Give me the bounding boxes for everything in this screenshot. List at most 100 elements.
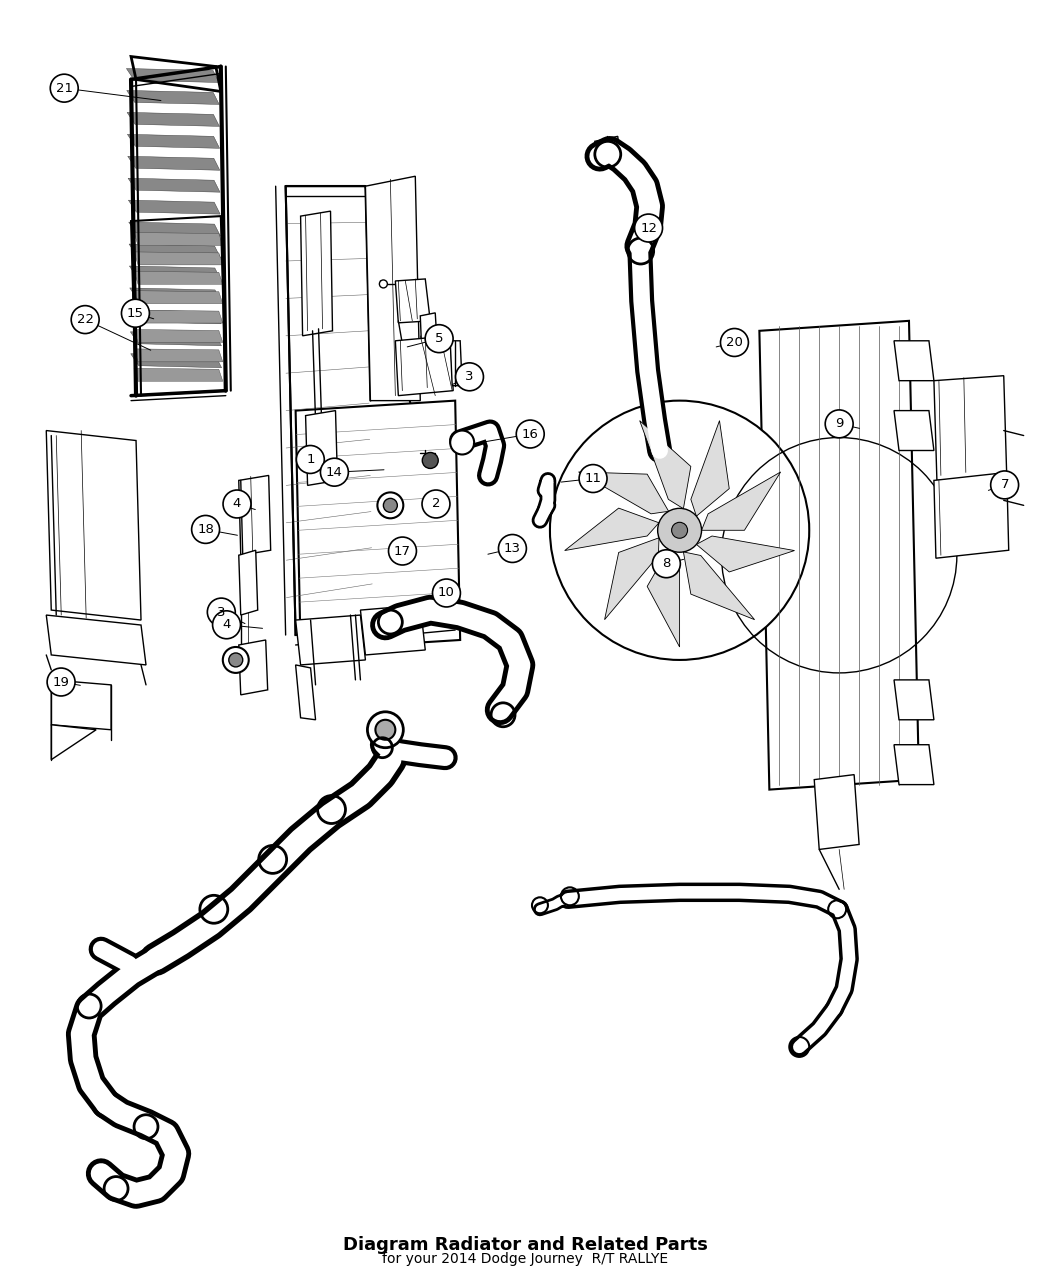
Circle shape: [657, 509, 701, 552]
Text: 22: 22: [77, 314, 93, 326]
Text: 7: 7: [1001, 478, 1009, 491]
Polygon shape: [420, 312, 438, 363]
Polygon shape: [296, 666, 316, 720]
Polygon shape: [51, 680, 111, 729]
Text: 3: 3: [465, 370, 474, 384]
Polygon shape: [134, 368, 223, 381]
Circle shape: [379, 280, 387, 288]
Polygon shape: [130, 332, 222, 346]
Polygon shape: [296, 400, 460, 650]
Polygon shape: [127, 112, 219, 126]
Polygon shape: [894, 411, 933, 450]
Circle shape: [377, 492, 403, 519]
Circle shape: [433, 579, 460, 607]
Text: Diagram Radiator and Related Parts: Diagram Radiator and Related Parts: [342, 1237, 708, 1255]
Text: 17: 17: [394, 544, 411, 557]
Polygon shape: [300, 212, 333, 335]
Circle shape: [425, 325, 454, 353]
Circle shape: [388, 537, 417, 565]
Circle shape: [207, 598, 235, 626]
Circle shape: [433, 607, 442, 617]
Circle shape: [376, 720, 396, 739]
Polygon shape: [51, 724, 97, 760]
Polygon shape: [894, 680, 933, 720]
Polygon shape: [647, 550, 679, 646]
Polygon shape: [238, 476, 271, 555]
Text: 8: 8: [663, 557, 671, 570]
Text: 1: 1: [306, 453, 315, 465]
Circle shape: [990, 470, 1018, 499]
Polygon shape: [134, 310, 223, 323]
Circle shape: [499, 534, 526, 562]
Text: 15: 15: [127, 307, 144, 320]
Polygon shape: [134, 232, 223, 246]
Text: 3: 3: [217, 606, 226, 618]
Polygon shape: [46, 431, 141, 620]
Circle shape: [223, 490, 251, 518]
Circle shape: [580, 464, 607, 492]
Circle shape: [192, 515, 219, 543]
Polygon shape: [130, 353, 222, 367]
Polygon shape: [238, 640, 268, 695]
Polygon shape: [594, 136, 620, 161]
Polygon shape: [565, 509, 659, 551]
Text: 5: 5: [435, 333, 443, 346]
Text: 14: 14: [326, 465, 343, 478]
Polygon shape: [130, 310, 222, 324]
Polygon shape: [128, 200, 220, 214]
Polygon shape: [639, 421, 691, 509]
Text: 20: 20: [726, 337, 743, 349]
Text: 4: 4: [233, 497, 242, 510]
Circle shape: [212, 611, 240, 639]
Polygon shape: [759, 321, 919, 789]
Text: 2: 2: [432, 497, 440, 510]
Polygon shape: [696, 536, 795, 572]
Circle shape: [50, 74, 78, 102]
Text: 11: 11: [585, 472, 602, 484]
Polygon shape: [814, 775, 859, 849]
Circle shape: [672, 523, 688, 538]
Text: 21: 21: [56, 82, 72, 94]
Text: 18: 18: [197, 523, 214, 536]
Circle shape: [368, 711, 403, 747]
Circle shape: [223, 646, 249, 673]
Circle shape: [229, 653, 243, 667]
Polygon shape: [933, 376, 1007, 481]
Polygon shape: [126, 69, 219, 83]
Polygon shape: [130, 288, 220, 302]
Polygon shape: [605, 538, 659, 620]
Polygon shape: [238, 551, 257, 615]
Circle shape: [122, 300, 149, 328]
Circle shape: [456, 363, 483, 390]
Circle shape: [450, 431, 475, 454]
Polygon shape: [46, 615, 146, 666]
Text: 9: 9: [835, 417, 843, 431]
Polygon shape: [129, 266, 220, 280]
Circle shape: [517, 419, 544, 448]
Polygon shape: [450, 340, 462, 385]
Circle shape: [422, 490, 450, 518]
Circle shape: [652, 550, 680, 578]
Circle shape: [634, 214, 663, 242]
Text: 4: 4: [223, 618, 231, 631]
Polygon shape: [134, 252, 223, 265]
Circle shape: [422, 453, 438, 468]
Text: 10: 10: [438, 586, 455, 599]
Polygon shape: [360, 606, 425, 655]
Polygon shape: [894, 745, 933, 784]
Circle shape: [825, 409, 854, 437]
Polygon shape: [129, 222, 220, 236]
Polygon shape: [128, 157, 219, 171]
Polygon shape: [894, 340, 933, 381]
Polygon shape: [684, 552, 755, 620]
Circle shape: [383, 499, 397, 513]
Circle shape: [296, 445, 324, 473]
Circle shape: [550, 400, 810, 660]
Circle shape: [720, 329, 749, 357]
Polygon shape: [701, 472, 780, 530]
Polygon shape: [365, 176, 420, 400]
Circle shape: [71, 306, 99, 334]
Text: 12: 12: [640, 222, 657, 235]
Polygon shape: [127, 91, 219, 105]
Polygon shape: [134, 329, 223, 343]
